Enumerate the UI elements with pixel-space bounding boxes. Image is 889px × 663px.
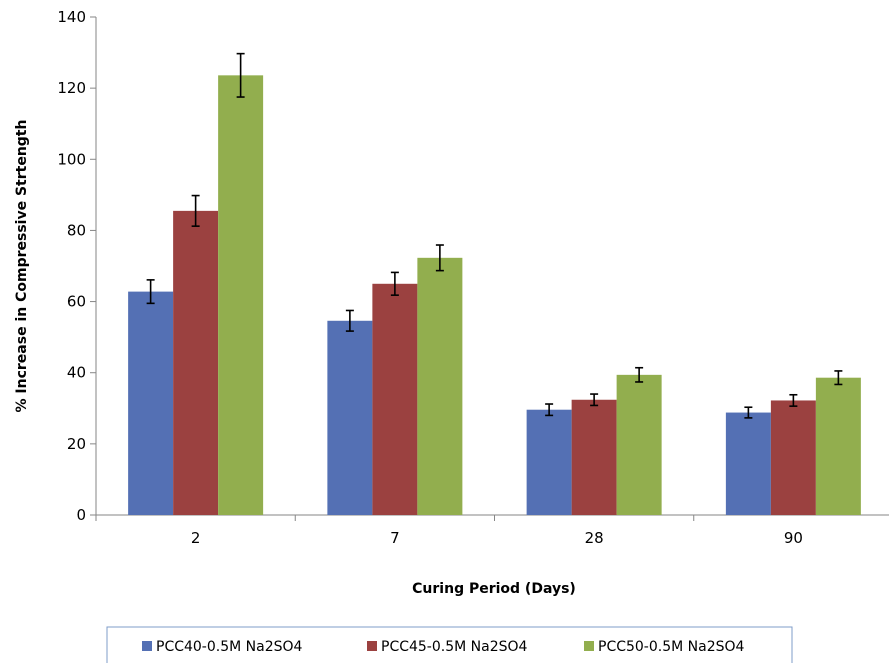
legend: PCC40-0.5M Na2SO4 PCC45-0.5M Na2SO4 PCC50-… (106, 626, 793, 663)
bar (417, 257, 463, 515)
x-tick-label: 90 (784, 529, 803, 547)
legend-label: PCC40-0.5M Na2SO4 (156, 639, 303, 655)
plot-area: 0 20 40 60 80 100 120 140 2 7 28 90 (57, 8, 889, 547)
y-axis-title: % Increase in Compressive Strtength (14, 120, 30, 413)
y-tick-label: 120 (57, 79, 86, 97)
y-tick-label: 100 (57, 150, 86, 168)
bar (372, 283, 418, 515)
x-tick-label: 2 (191, 529, 201, 547)
bar (173, 210, 219, 515)
bar (616, 374, 662, 515)
legend-swatch (584, 641, 594, 651)
y-tick-label: 140 (57, 8, 86, 26)
y-tick-label: 0 (76, 506, 86, 524)
x-axis-title: Curing Period (Days) (412, 581, 576, 597)
bar (218, 75, 264, 515)
bar (815, 377, 861, 515)
legend-swatch (142, 641, 152, 651)
bar (770, 400, 816, 515)
legend-label: PCC50-0.5M Na2SO4 (598, 639, 745, 655)
legend-swatch (367, 641, 377, 651)
bar (725, 412, 771, 515)
legend-box (106, 626, 793, 663)
y-tick-label: 20 (67, 435, 86, 453)
x-tick-label: 7 (390, 529, 400, 547)
bar (128, 291, 174, 515)
legend-label: PCC45-0.5M Na2SO4 (381, 639, 528, 655)
y-tick-label: 60 (67, 293, 86, 311)
bar (327, 320, 373, 515)
bar (526, 409, 572, 515)
y-tick-label: 80 (67, 221, 86, 239)
y-tick-label: 40 (67, 364, 86, 382)
bar (571, 399, 617, 515)
x-tick-label: 28 (585, 529, 604, 547)
